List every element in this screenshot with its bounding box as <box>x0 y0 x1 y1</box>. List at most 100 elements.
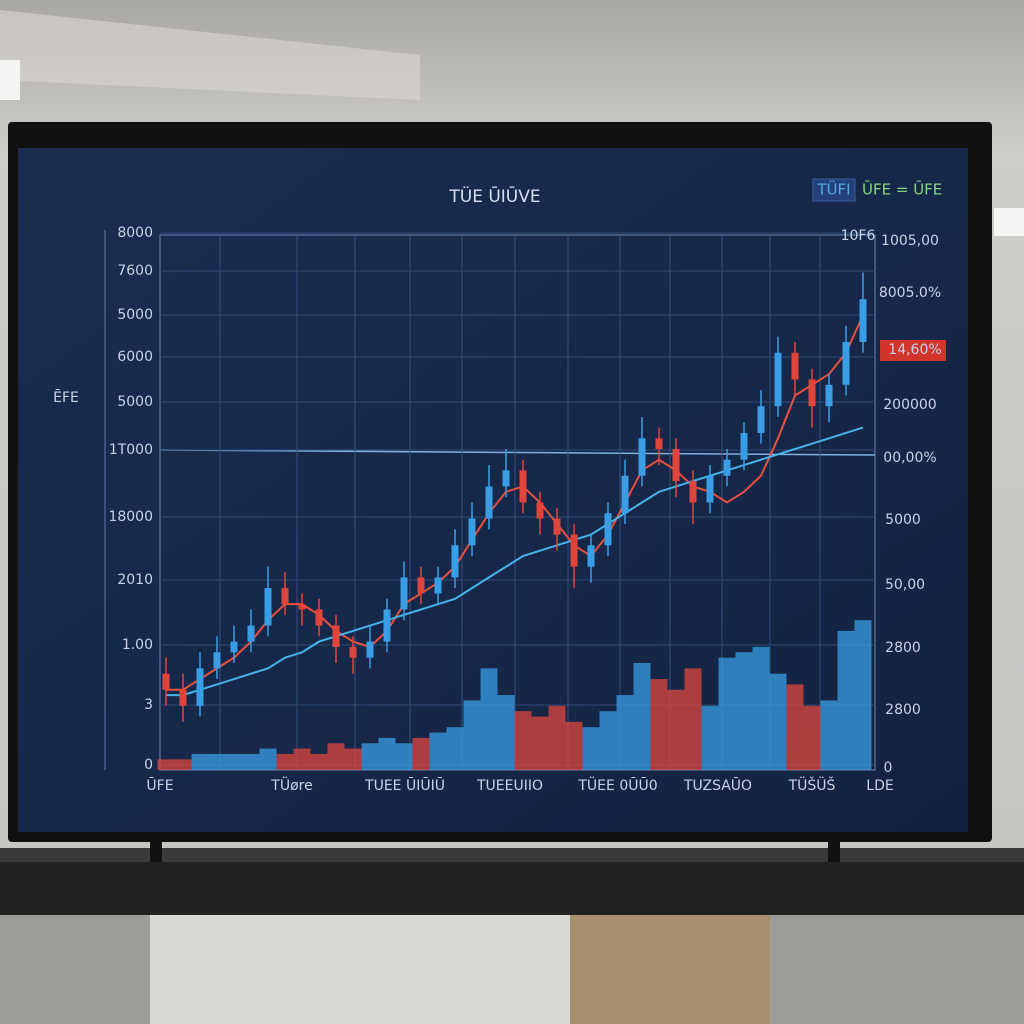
right-tick-label: 1005,00 <box>881 233 939 249</box>
candle-body <box>230 641 238 653</box>
candle-body <box>553 518 561 535</box>
candle-body <box>468 518 476 546</box>
volume-bar <box>633 663 651 770</box>
volume-bar <box>344 748 362 770</box>
candle-body <box>315 609 323 626</box>
candle-body <box>434 577 442 594</box>
y-tick-label: 6000 <box>117 349 153 365</box>
volume-bar <box>191 753 209 770</box>
candle-body <box>349 646 357 658</box>
x-tick-label: TUZSAŪO <box>683 777 752 794</box>
ceiling-panel <box>0 10 420 100</box>
right-tick-label: 50,00 <box>885 577 925 593</box>
chart-title: TÜE ŪIŪVE <box>448 185 540 207</box>
candle-body <box>417 577 425 594</box>
candle-body <box>281 588 289 605</box>
price-tag <box>880 340 946 361</box>
right-tick-label: 200000 <box>883 397 936 413</box>
right-tick-label: 0 <box>884 760 893 776</box>
monitor-foot <box>828 838 840 862</box>
x-tick-label: TUEE ŪIŪIŪ <box>364 777 445 794</box>
y-tick-label: 5000 <box>117 307 153 323</box>
ceiling-light <box>994 208 1024 236</box>
candle-body <box>825 384 833 407</box>
candle-body <box>179 689 187 706</box>
y-tick-label: 2010 <box>117 572 153 588</box>
volume-bar <box>616 695 634 770</box>
candle-body <box>621 475 629 514</box>
volume-bar <box>361 743 379 770</box>
y-tick-label: 18000 <box>108 509 153 525</box>
volume-bar <box>259 748 277 770</box>
volume-bar <box>429 732 447 770</box>
x-tick-label: TÜøre <box>270 776 312 794</box>
candle-body <box>570 534 578 567</box>
y-tick-label: 5000 <box>117 394 153 410</box>
candle-body <box>383 609 391 642</box>
volume-bar <box>735 652 753 770</box>
candle-body <box>332 625 340 647</box>
volume-bar <box>820 700 838 770</box>
volume-bar <box>242 753 260 770</box>
y-tick-label: 8000 <box>117 225 153 241</box>
y-tick-label: 0 <box>144 757 153 773</box>
candle-body <box>723 459 731 476</box>
candle-body <box>774 352 782 407</box>
y-axis-title: ĒFE <box>53 389 79 406</box>
moving-average <box>166 314 864 691</box>
legend-label: TÜFI <box>816 180 850 199</box>
candle-body <box>264 588 272 626</box>
volume-bar <box>327 743 345 770</box>
volume-bar <box>412 737 430 770</box>
volume-bar <box>497 695 515 770</box>
candle-body <box>842 342 850 385</box>
volume-bar <box>378 737 396 770</box>
y-tick-label: 1Т000 <box>109 442 153 458</box>
candle-body <box>859 299 867 342</box>
candle-body <box>808 379 816 407</box>
volume-bar <box>752 646 770 770</box>
stand-column <box>150 905 570 1024</box>
candle-body <box>587 545 595 567</box>
volume-bar <box>174 759 192 770</box>
candle-body <box>672 449 680 482</box>
candle-body <box>604 513 612 546</box>
candle-body <box>213 652 221 669</box>
volume-bar <box>480 668 498 770</box>
volume-bar <box>293 748 311 770</box>
right-tick-label: 2800 <box>885 702 921 718</box>
cabinet <box>570 905 770 1024</box>
volume-bar <box>803 705 821 770</box>
shelf-top <box>0 848 1024 862</box>
volume-bar <box>701 705 719 770</box>
candle-body <box>757 406 765 433</box>
volume-bar <box>854 620 872 770</box>
candle-body <box>451 545 459 578</box>
candle-body <box>638 438 646 476</box>
volume-bar <box>514 711 532 770</box>
x-tick-label: LDE <box>866 778 893 794</box>
candle-body <box>196 668 204 706</box>
candle-body <box>536 502 544 519</box>
x-tick-label: ŪFE <box>146 777 173 794</box>
volume-bar <box>667 689 685 770</box>
volume-bar <box>531 716 549 770</box>
right-tick-label: 2800 <box>885 640 921 656</box>
x-tick-label: TÜŠÜŠ <box>788 776 836 794</box>
x-tick-label: TÜEE 0ŪŪ0 <box>577 776 657 794</box>
legend-box <box>812 178 856 202</box>
candle-body <box>689 481 697 503</box>
volume-bar <box>837 630 855 770</box>
candle-body <box>162 673 170 690</box>
volume-bar <box>582 727 600 770</box>
candle-body <box>400 577 408 610</box>
x-tick-label: TUEEUIIO <box>476 778 543 794</box>
volume-bar <box>225 753 243 770</box>
y-tick-label: 1.00 <box>122 637 153 653</box>
candle-body <box>740 432 748 460</box>
right-tick-label: 00,00% <box>883 450 936 466</box>
volume-bar <box>208 753 226 770</box>
y-tick-label: 7600 <box>117 263 153 279</box>
volume-bar <box>650 679 668 770</box>
